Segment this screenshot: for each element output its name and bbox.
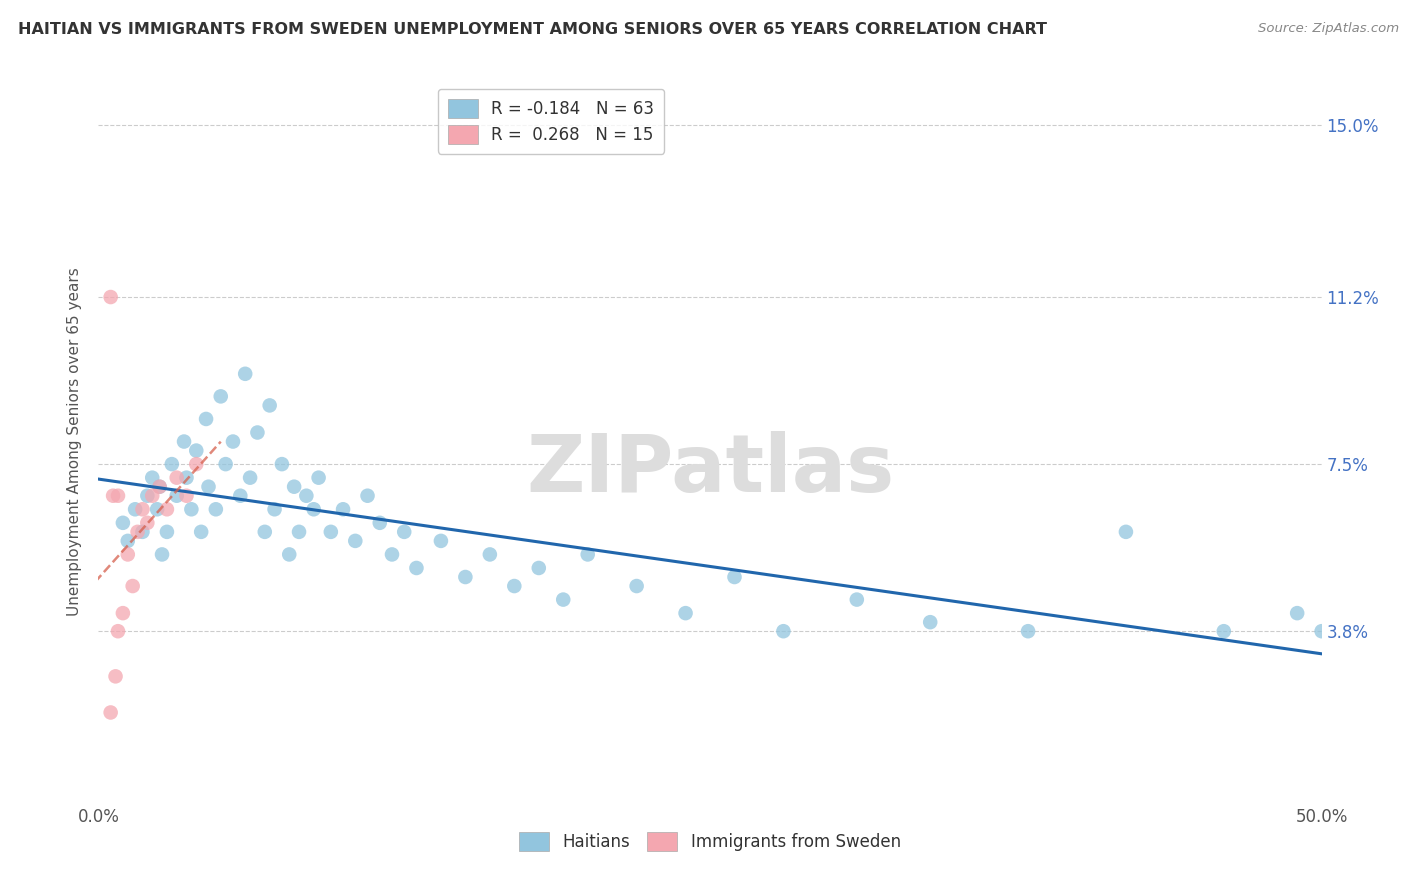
- Point: [723, 570, 745, 584]
- Point: [136, 489, 159, 503]
- Point: [253, 524, 276, 539]
- Point: [121, 579, 143, 593]
- Point: [1115, 524, 1137, 539]
- Point: [166, 471, 188, 485]
- Point: [186, 443, 208, 458]
- Legend: Haitians, Immigrants from Sweden: Haitians, Immigrants from Sweden: [508, 821, 912, 863]
- Point: [149, 480, 172, 494]
- Point: [100, 290, 122, 304]
- Point: [117, 548, 139, 562]
- Point: [319, 524, 342, 539]
- Point: [124, 502, 146, 516]
- Point: [149, 480, 172, 494]
- Point: [107, 624, 129, 639]
- Point: [233, 367, 256, 381]
- Point: [288, 524, 311, 539]
- Point: [405, 561, 427, 575]
- Point: [156, 502, 179, 516]
- Point: [626, 579, 648, 593]
- Point: [222, 434, 245, 449]
- Point: [1286, 606, 1309, 620]
- Point: [356, 489, 378, 503]
- Point: [368, 516, 391, 530]
- Point: [104, 669, 127, 683]
- Point: [576, 548, 599, 562]
- Point: [295, 489, 318, 503]
- Point: [772, 624, 794, 639]
- Point: [195, 412, 218, 426]
- Point: [381, 548, 404, 562]
- Point: [100, 706, 122, 720]
- Point: [478, 548, 501, 562]
- Point: [675, 606, 697, 620]
- Point: [209, 389, 232, 403]
- Point: [259, 398, 281, 412]
- Point: [101, 489, 124, 503]
- Point: [302, 502, 325, 516]
- Point: [141, 489, 163, 503]
- Point: [214, 457, 236, 471]
- Point: [239, 471, 262, 485]
- Point: [205, 502, 228, 516]
- Point: [166, 489, 188, 503]
- Y-axis label: Unemployment Among Seniors over 65 years: Unemployment Among Seniors over 65 years: [67, 268, 83, 615]
- Point: [229, 489, 252, 503]
- Point: [1212, 624, 1234, 639]
- Point: [117, 533, 139, 548]
- Point: [263, 502, 285, 516]
- Point: [176, 489, 198, 503]
- Point: [344, 533, 367, 548]
- Point: [131, 524, 153, 539]
- Point: [111, 516, 134, 530]
- Point: [430, 533, 453, 548]
- Point: [392, 524, 416, 539]
- Point: [270, 457, 294, 471]
- Point: [308, 471, 330, 485]
- Point: [553, 592, 575, 607]
- Point: [1017, 624, 1039, 639]
- Point: [527, 561, 550, 575]
- Point: [278, 548, 301, 562]
- Text: ZIPatlas: ZIPatlas: [526, 432, 894, 509]
- Point: [131, 502, 153, 516]
- Point: [150, 548, 173, 562]
- Point: [180, 502, 202, 516]
- Point: [146, 502, 169, 516]
- Point: [454, 570, 477, 584]
- Text: Source: ZipAtlas.com: Source: ZipAtlas.com: [1258, 22, 1399, 36]
- Point: [332, 502, 354, 516]
- Point: [186, 457, 208, 471]
- Text: HAITIAN VS IMMIGRANTS FROM SWEDEN UNEMPLOYMENT AMONG SENIORS OVER 65 YEARS CORRE: HAITIAN VS IMMIGRANTS FROM SWEDEN UNEMPL…: [18, 22, 1047, 37]
- Point: [107, 489, 129, 503]
- Point: [845, 592, 868, 607]
- Point: [190, 524, 212, 539]
- Point: [176, 471, 198, 485]
- Point: [111, 606, 134, 620]
- Point: [920, 615, 942, 630]
- Point: [141, 471, 163, 485]
- Point: [197, 480, 219, 494]
- Point: [136, 516, 159, 530]
- Point: [246, 425, 269, 440]
- Point: [283, 480, 305, 494]
- Point: [173, 434, 195, 449]
- Point: [1310, 624, 1333, 639]
- Point: [503, 579, 526, 593]
- Point: [127, 524, 149, 539]
- Point: [160, 457, 183, 471]
- Point: [156, 524, 179, 539]
